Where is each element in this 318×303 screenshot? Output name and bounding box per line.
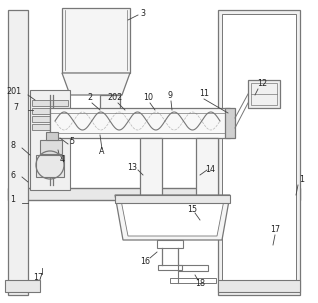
Bar	[32, 116, 68, 122]
Text: 17: 17	[270, 225, 280, 235]
Bar	[157, 240, 183, 248]
Polygon shape	[62, 73, 130, 95]
Text: 18: 18	[195, 278, 205, 288]
Polygon shape	[115, 195, 230, 240]
Text: 14: 14	[205, 165, 215, 175]
Bar	[222, 14, 296, 292]
Text: A: A	[99, 148, 105, 157]
Text: 1: 1	[10, 195, 16, 205]
Polygon shape	[121, 200, 224, 236]
Bar	[251, 83, 277, 105]
Text: 5: 5	[69, 138, 74, 146]
Bar	[32, 124, 68, 130]
Text: 201: 201	[6, 88, 22, 96]
Bar	[218, 10, 300, 295]
Text: 7: 7	[13, 104, 18, 112]
Bar	[8, 188, 300, 200]
Bar	[30, 90, 70, 190]
Bar	[196, 138, 218, 200]
Text: 1: 1	[300, 175, 305, 185]
Bar	[62, 8, 130, 73]
Bar	[100, 95, 120, 115]
Bar	[115, 195, 230, 203]
Bar	[32, 108, 68, 114]
Text: 2: 2	[87, 94, 93, 102]
Text: 10: 10	[143, 94, 153, 102]
Bar	[5, 280, 40, 292]
Text: 6: 6	[10, 171, 16, 179]
Text: 13: 13	[127, 164, 137, 172]
Bar	[158, 265, 182, 270]
Bar	[140, 138, 162, 200]
Bar	[36, 155, 64, 177]
Bar	[50, 108, 230, 138]
Bar	[225, 108, 235, 138]
Bar	[8, 10, 28, 295]
Bar	[218, 280, 300, 292]
Text: 17: 17	[33, 274, 43, 282]
Bar	[170, 278, 216, 283]
Bar	[46, 132, 58, 140]
Bar	[40, 140, 62, 154]
Text: 8: 8	[10, 141, 16, 149]
Text: 9: 9	[168, 92, 173, 101]
Text: 3: 3	[141, 9, 146, 18]
Bar	[178, 265, 208, 271]
Bar	[248, 80, 280, 108]
Text: 15: 15	[187, 205, 197, 215]
Text: 11: 11	[199, 89, 209, 98]
Text: 202: 202	[107, 94, 123, 102]
Text: 4: 4	[59, 155, 65, 165]
Text: 16: 16	[140, 258, 150, 267]
Bar	[32, 100, 68, 106]
Text: 12: 12	[257, 79, 267, 88]
